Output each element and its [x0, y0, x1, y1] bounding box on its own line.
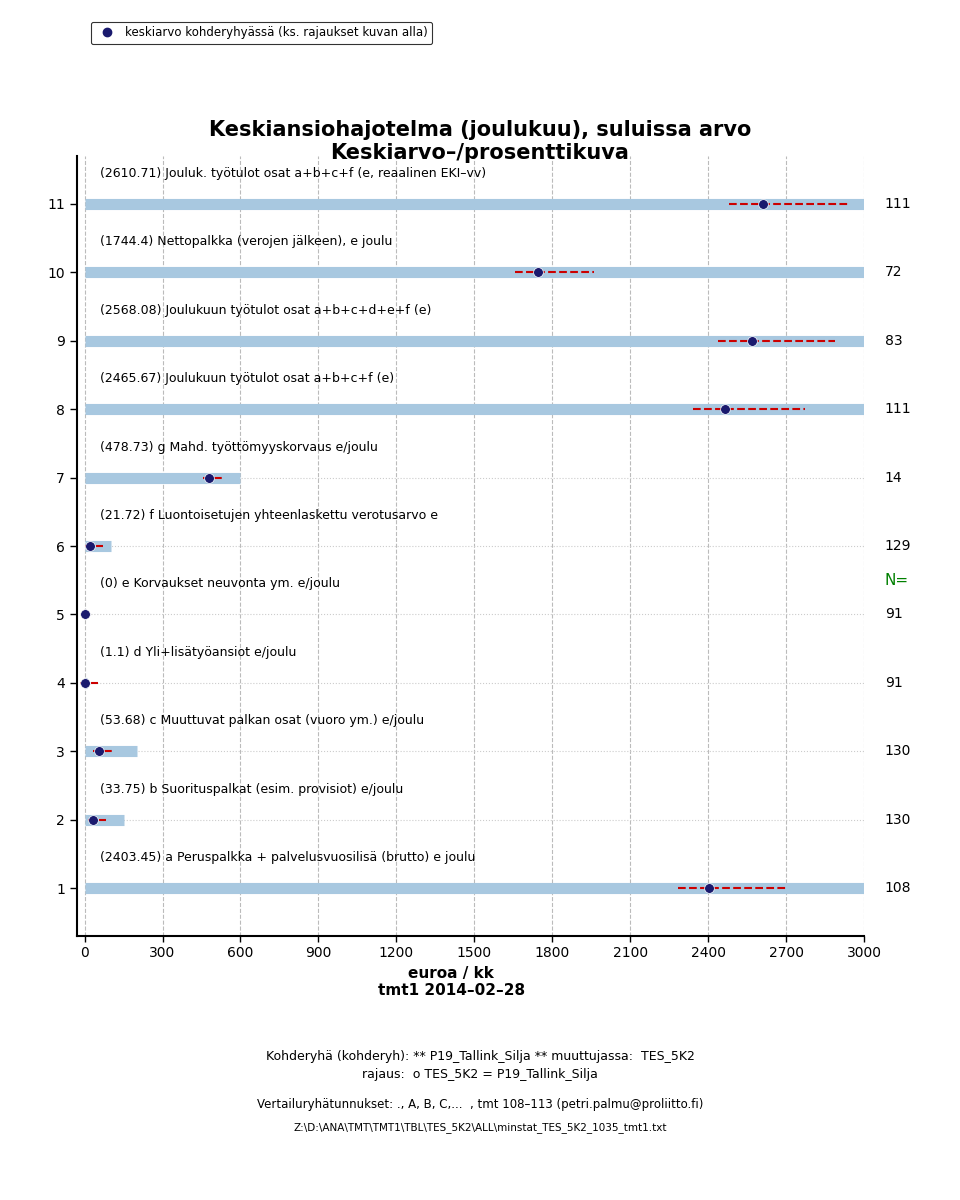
Text: 91: 91	[885, 676, 902, 690]
Text: (2403.45) a Peruspalkka + palvelusvuosilisä (brutto) e joulu: (2403.45) a Peruspalkka + palvelusvuosil…	[100, 851, 475, 864]
Text: 111: 111	[885, 402, 911, 416]
Text: 72: 72	[885, 265, 902, 280]
Text: 111: 111	[885, 197, 911, 211]
Text: 129: 129	[885, 539, 911, 553]
Text: N=: N=	[885, 572, 909, 588]
Text: (2465.67) Joulukuun työtulot osat a+b+c+f (e): (2465.67) Joulukuun työtulot osat a+b+c+…	[100, 372, 395, 385]
Text: (2568.08) Joulukuun työtulot osat a+b+c+d+e+f (e): (2568.08) Joulukuun työtulot osat a+b+c+…	[100, 304, 432, 317]
Text: (1744.4) Nettopalkka (verojen jälkeen), e joulu: (1744.4) Nettopalkka (verojen jälkeen), …	[100, 235, 393, 248]
Text: Vertailuryhätunnukset: ., A, B, C,...  , tmt 108–113 (petri.palmu@proliitto.fi): Vertailuryhätunnukset: ., A, B, C,... , …	[257, 1098, 703, 1111]
Text: rajaus:  o TES_5K2 = P19_Tallink_Silja: rajaus: o TES_5K2 = P19_Tallink_Silja	[362, 1068, 598, 1081]
Text: Kohderyhä (kohderyh): ** P19_Tallink_Silja ** muuttujassa:  TES_5K2: Kohderyhä (kohderyh): ** P19_Tallink_Sil…	[266, 1050, 694, 1063]
Text: Keskiansiohajotelma (joulukuu), suluissa arvo
Keskiarvo–/prosenttikuva: Keskiansiohajotelma (joulukuu), suluissa…	[209, 120, 751, 163]
Text: (2610.71) Jouluk. työtulot osat a+b+c+f (e, reaalinen EKI–vv): (2610.71) Jouluk. työtulot osat a+b+c+f …	[100, 167, 487, 180]
Text: 108: 108	[885, 881, 911, 895]
Text: (1.1) d Yli+lisätyöansiot e/joulu: (1.1) d Yli+lisätyöansiot e/joulu	[100, 646, 297, 659]
Text: (0) e Korvaukset neuvonta ym. e/joulu: (0) e Korvaukset neuvonta ym. e/joulu	[100, 577, 340, 590]
Text: 91: 91	[885, 607, 902, 622]
Text: (33.75) b Suorituspalkat (esim. provisiot) e/joulu: (33.75) b Suorituspalkat (esim. provisio…	[100, 782, 403, 796]
Text: Z:\D:\ANA\TMT\TMT1\TBL\TES_5K2\ALL\minstat_TES_5K2_1035_tmt1.txt: Z:\D:\ANA\TMT\TMT1\TBL\TES_5K2\ALL\minst…	[293, 1122, 667, 1133]
Legend: keskiarvo kohderyhyässä (ks. rajaukset kuvan alla): keskiarvo kohderyhyässä (ks. rajaukset k…	[90, 22, 432, 44]
Text: (53.68) c Muuttuvat palkan osat (vuoro ym.) e/joulu: (53.68) c Muuttuvat palkan osat (vuoro y…	[100, 714, 424, 727]
Text: 14: 14	[885, 470, 902, 485]
Text: 83: 83	[885, 334, 902, 348]
Text: (21.72) f Luontoisetujen yhteenlaskettu verotusarvo e: (21.72) f Luontoisetujen yhteenlaskettu …	[100, 509, 438, 522]
Text: (478.73) g Mahd. työttömyyskorvaus e/joulu: (478.73) g Mahd. työttömyyskorvaus e/jou…	[100, 440, 378, 454]
Text: euroa / kk
tmt1 2014–02–28: euroa / kk tmt1 2014–02–28	[377, 966, 525, 998]
Text: 130: 130	[885, 812, 911, 827]
Text: 130: 130	[885, 744, 911, 758]
